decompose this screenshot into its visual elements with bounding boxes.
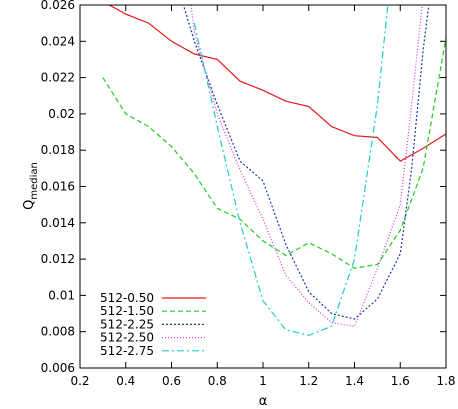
x-tick-label: 1.2	[299, 374, 318, 388]
series-layer	[102, 5, 446, 336]
y-tick-label: 0.014	[41, 216, 75, 230]
x-tick-label: 0.4	[116, 374, 135, 388]
x-tick-label: 0.8	[208, 374, 227, 388]
y-tick-label: 0.01	[48, 288, 75, 302]
x-tick-label: 1.6	[391, 374, 410, 388]
x-tick-label: 0.6	[162, 374, 181, 388]
y-tick-label: 0.008	[41, 325, 75, 339]
y-tick-label: 0.018	[41, 143, 75, 157]
x-axis: 0.2 0.4 0.6 0.8 1 1.2 1.4 1.6 1.8	[70, 5, 456, 388]
x-tick-label: 1	[259, 374, 267, 388]
series-line-512-2.75	[193, 5, 389, 336]
y-tick-label: 0.012	[41, 252, 75, 266]
x-axis-label: α	[259, 394, 268, 409]
x-tick-label: 1.8	[436, 374, 455, 388]
legend-label: 512-2.25	[100, 317, 154, 331]
legend-label: 512-1.50	[100, 304, 154, 318]
series-line-512-1.50	[102, 37, 446, 269]
y-tick-label: 0.022	[41, 71, 75, 85]
series-line-512-2.25	[182, 5, 430, 320]
y-axis: 0.006 0.008 0.01 0.012 0.014 0.016 0.018 0.02 0.…	[41, 0, 446, 375]
legend-label: 512-0.50	[100, 291, 154, 305]
y-axis-label-sub: median	[29, 162, 40, 200]
y-axis-label: Qmedian	[22, 162, 40, 210]
y-axis-label-main: Q	[22, 200, 37, 210]
x-tick-label: 1.4	[345, 374, 364, 388]
y-tick-label: 0.006	[41, 361, 75, 375]
legend-label: 512-2.50	[100, 331, 154, 345]
y-tick-label: 0.016	[41, 180, 75, 194]
legend-label: 512-2.75	[100, 344, 154, 358]
y-tick-label: 0.024	[41, 34, 75, 48]
y-tick-label: 0.02	[48, 107, 75, 121]
series-line-512-2.50	[190, 5, 423, 327]
y-tick-label: 0.026	[41, 0, 75, 12]
series-line-512-0.50	[108, 5, 446, 162]
x-tick-label: 0.2	[70, 374, 89, 388]
